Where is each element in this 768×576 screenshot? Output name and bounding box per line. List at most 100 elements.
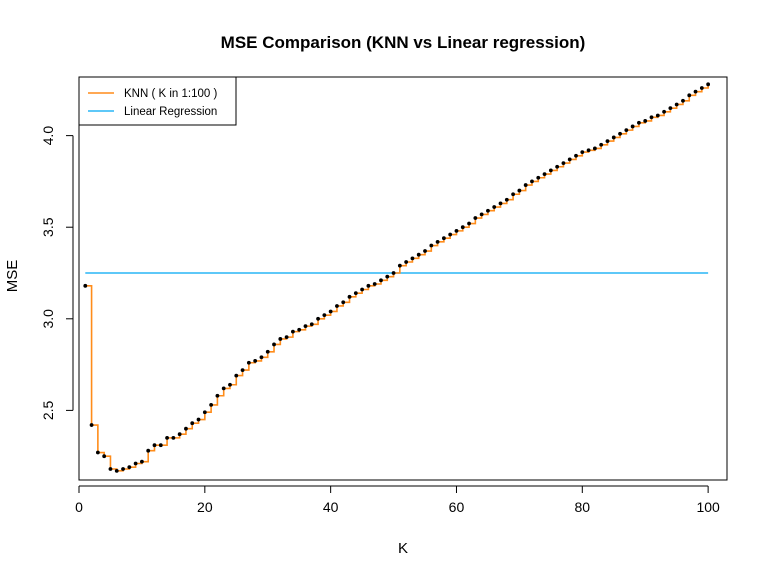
- knn-point: [687, 93, 692, 98]
- knn-step-line: [85, 84, 709, 472]
- knn-point: [272, 342, 276, 347]
- knn-point: [215, 393, 220, 398]
- knn-point: [259, 355, 264, 360]
- knn-point: [637, 120, 641, 125]
- knn-point: [441, 236, 446, 241]
- knn-point: [435, 239, 440, 244]
- knn-point: [228, 382, 232, 387]
- knn-point: [309, 322, 314, 327]
- knn-point: [460, 225, 465, 230]
- legend-label-knn: KNN ( K in 1:100 ): [124, 88, 217, 100]
- knn-point: [523, 183, 528, 187]
- knn-point: [429, 243, 434, 248]
- x-tick-label: 100: [696, 499, 720, 515]
- knn-point: [190, 421, 195, 426]
- knn-point: [643, 119, 648, 123]
- knn-point: [467, 221, 471, 226]
- knn-point: [448, 232, 453, 237]
- knn-point: [328, 309, 333, 314]
- knn-point: [473, 216, 478, 220]
- knn-point: [548, 168, 553, 173]
- knn-point: [391, 271, 396, 275]
- y-tick-label: 4.0: [40, 126, 56, 146]
- x-tick-label: 80: [575, 499, 591, 515]
- knn-point: [511, 192, 515, 197]
- knn-point: [240, 368, 245, 372]
- knn-point: [674, 102, 679, 107]
- knn-point: [681, 98, 685, 103]
- knn-point: [699, 86, 704, 90]
- knn-point: [486, 208, 490, 213]
- y-tick-label: 2.5: [40, 400, 56, 420]
- x-tick-label: 60: [449, 499, 465, 515]
- knn-point: [278, 337, 283, 341]
- knn-point: [246, 360, 251, 365]
- knn-point: [655, 113, 660, 118]
- knn-point: [253, 359, 258, 363]
- knn-point: [360, 287, 365, 292]
- knn-point: [291, 329, 295, 334]
- knn-point: [561, 161, 566, 166]
- knn-point: [492, 205, 497, 209]
- knn-point: [234, 373, 239, 378]
- knn-point: [555, 164, 560, 169]
- knn-point: [316, 316, 320, 321]
- knn-point: [347, 294, 352, 299]
- x-tick-label: 40: [323, 499, 339, 515]
- knn-point: [542, 172, 547, 176]
- legend: KNN ( K in 1:100 ) Linear Regression: [78, 76, 237, 126]
- knn-point: [121, 467, 125, 471]
- knn-point: [202, 410, 207, 415]
- knn-point: [586, 148, 591, 153]
- knn-point: [567, 157, 572, 162]
- knn-point: [454, 228, 459, 233]
- knn-point: [284, 335, 289, 340]
- knn-point: [504, 197, 509, 202]
- knn-point: [479, 212, 484, 217]
- knn-point: [114, 468, 119, 473]
- knn-point: [530, 179, 534, 184]
- knn-point: [662, 109, 666, 114]
- knn-point: [372, 282, 377, 286]
- knn-point: [83, 283, 88, 288]
- knn-point: [184, 426, 188, 431]
- x-axis: 0 20 40 60 80 100: [75, 485, 720, 515]
- knn-point: [335, 304, 339, 308]
- plot-frame: [78, 76, 728, 481]
- x-tick-label: 20: [197, 499, 213, 515]
- knn-point: [322, 313, 327, 318]
- knn-point: [353, 291, 358, 296]
- legend-box: [78, 76, 237, 126]
- knn-point: [379, 278, 383, 283]
- knn-point: [517, 188, 522, 193]
- knn-point: [265, 349, 270, 354]
- knn-point: [341, 300, 346, 305]
- knn-point: [152, 443, 157, 448]
- knn-point: [108, 467, 113, 471]
- knn-point: [611, 135, 616, 140]
- knn-point: [221, 386, 226, 391]
- knn-point: [599, 142, 604, 147]
- knn-point: [303, 324, 308, 329]
- x-axis-title: K: [398, 540, 408, 557]
- knn-point: [706, 82, 711, 87]
- knn-point: [140, 459, 144, 464]
- knn-point: [146, 448, 151, 453]
- knn-point: [158, 443, 163, 448]
- knn-point: [580, 150, 585, 155]
- knn-point: [630, 124, 635, 129]
- knn-point: [171, 435, 176, 440]
- knn-point: [177, 432, 182, 437]
- knn-point: [127, 465, 132, 470]
- knn-point: [624, 128, 629, 133]
- knn-point: [102, 454, 107, 459]
- y-tick-label: 3.5: [40, 217, 56, 237]
- y-axis-title: MSE: [4, 260, 21, 293]
- knn-point: [498, 201, 503, 206]
- knn-point: [592, 146, 597, 151]
- knn-point: [605, 139, 610, 144]
- knn-point: [397, 263, 402, 268]
- chart-title: MSE Comparison (KNN vs Linear regression…: [221, 33, 586, 52]
